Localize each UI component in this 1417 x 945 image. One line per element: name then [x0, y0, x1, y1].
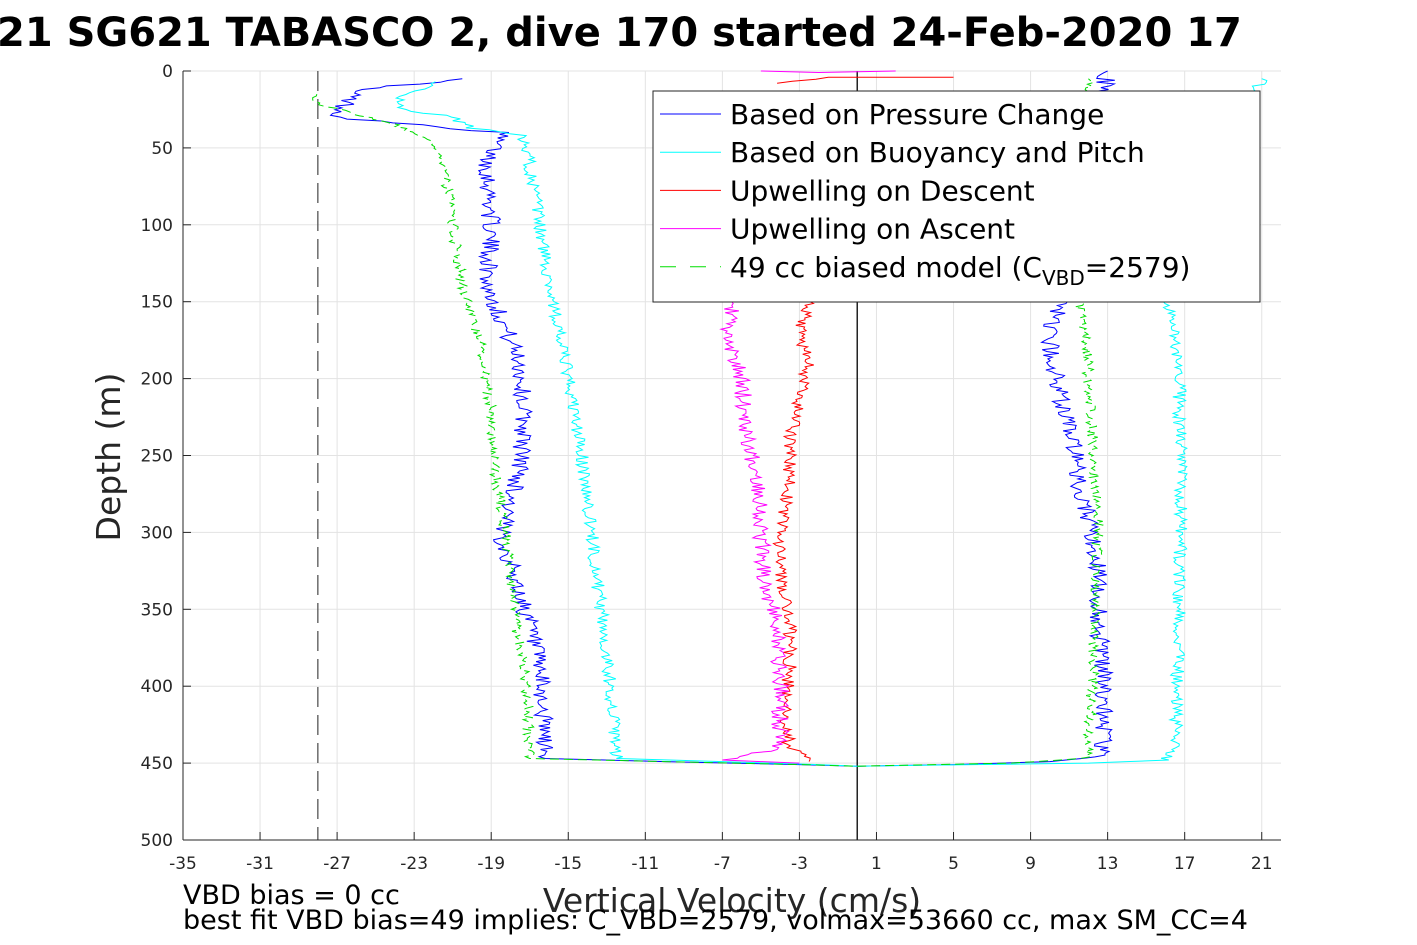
- y-tick-label: 50: [151, 139, 173, 159]
- legend-label-4: 49 cc biased model (CVBD=2579): [730, 251, 1190, 290]
- legend: Based on Pressure Change Based on Buoyanc…: [652, 90, 1261, 303]
- y-tick-labels: 0 50 100 150 200 250 300 350 400 450 500: [141, 62, 173, 851]
- x-tick-label: 13: [1097, 854, 1119, 874]
- legend-label-2: Upwelling on Descent: [730, 174, 1035, 207]
- legend-label-0: Based on Pressure Change: [730, 98, 1104, 131]
- series-line-2: [777, 76, 954, 84]
- series-line-3: [719, 301, 800, 764]
- x-tick-label: -19: [477, 854, 505, 874]
- x-tick-label: 21: [1251, 854, 1273, 874]
- x-tick-label: -31: [246, 854, 274, 874]
- legend-label-1: Based on Buoyancy and Pitch: [730, 136, 1145, 169]
- y-tick-label: 250: [141, 447, 173, 467]
- y-tick-label: 0: [162, 62, 173, 82]
- series-line-2: [772, 301, 815, 762]
- y-axis-label: Depth (m): [89, 373, 128, 542]
- legend-label-3: Upwelling on Ascent: [730, 213, 1015, 246]
- y-tick-label: 200: [141, 370, 173, 390]
- x-tick-label: -15: [554, 854, 582, 874]
- x-tick-label: -35: [169, 854, 197, 874]
- vbd-bias-note: VBD bias = 0 cc: [183, 880, 400, 911]
- x-tick-label: -7: [714, 854, 731, 874]
- series-line-3: [760, 70, 896, 74]
- y-tick-label: 150: [141, 293, 173, 313]
- x-tick-label: -11: [631, 854, 659, 874]
- x-axis-label: Vertical Velocity (cm/s): [543, 881, 921, 920]
- legend-box: [652, 90, 1261, 303]
- chart-title: 21 SG621 TABASCO 2, dive 170 started 24-…: [0, 10, 1242, 56]
- x-tick-label: 17: [1174, 854, 1196, 874]
- x-tick-label: -3: [791, 854, 808, 874]
- x-tick-labels: -35 -31 -27 -23 -19 -15 -11 -7 -3 1 5 9 13 17 21: [169, 854, 1272, 874]
- series-line-4: [312, 93, 858, 767]
- best-fit-note: best fit VBD bias=49 implies: C_VBD=2579…: [183, 905, 1248, 936]
- x-tick-label: -27: [323, 854, 351, 874]
- x-tick-label: 1: [871, 854, 882, 874]
- y-tick-label: 400: [141, 677, 173, 697]
- series-line-1: [394, 81, 858, 767]
- x-tick-label: -23: [400, 854, 428, 874]
- y-tick-label: 450: [141, 754, 173, 774]
- x-tick-label: 5: [948, 854, 959, 874]
- series-line-0: [329, 78, 858, 767]
- y-tick-label: 100: [141, 216, 173, 236]
- y-tick-label: 500: [141, 831, 173, 851]
- y-tick-label: 300: [141, 523, 173, 543]
- x-tick-label: 9: [1025, 854, 1036, 874]
- axes: [182, 70, 1281, 841]
- y-tick-label: 350: [141, 600, 173, 620]
